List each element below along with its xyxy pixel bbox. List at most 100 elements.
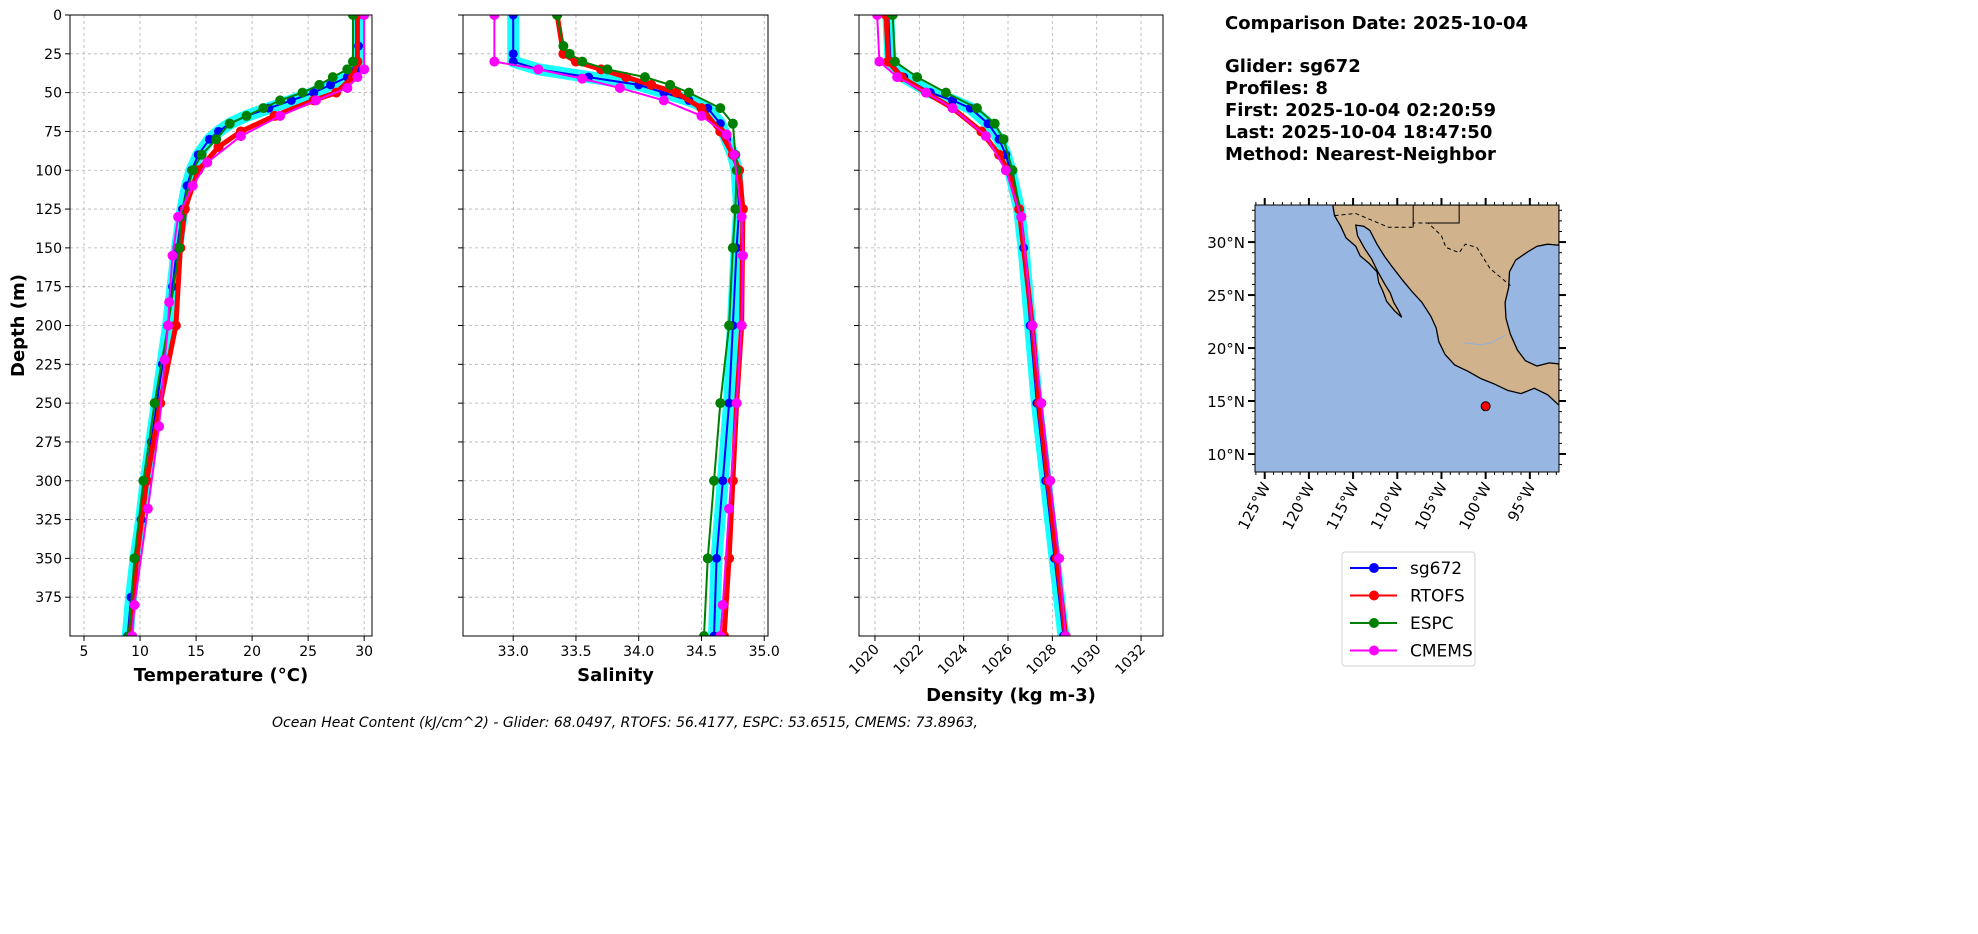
lon-tick-label: 100°W [1455,479,1495,533]
espc-point [940,87,951,98]
x-tick-label: 25 [299,644,317,660]
cmems-point [352,72,363,83]
x-tick-label: 33.0 [498,644,529,660]
cmems-point [359,64,370,75]
x-tick-label: 10 [131,644,149,660]
cmems-point [489,15,500,20]
y-tick-label: 250 [35,396,62,412]
x-tick-label: 15 [187,644,205,660]
cmems-point [310,95,321,106]
legend-marker [1369,618,1379,628]
legend-box [1341,551,1476,667]
x-axis-label: Temperature (°C) [134,665,308,686]
last-time: Last: 2025-10-04 18:47:50 [1225,122,1492,143]
location-map: 10°N 15°N 20°N 25°N 30°N 125°W 120°W 115°W 110°W… [1207,198,1566,533]
espc-point [887,15,898,20]
x-tick-label: 1022 [891,642,928,679]
cmems-point [717,599,728,610]
espc-point [211,134,222,145]
y-tick-label: 175 [35,280,62,296]
state-border [1428,205,1460,224]
espc-point [709,475,720,486]
legend-entry-rtofs: RTOFS [1350,587,1465,607]
y-axis-label: Depth (m) [8,274,29,377]
map-frame [1254,204,1560,473]
cmems-point [202,157,213,168]
espc-point [138,475,149,486]
cmems-point [1027,320,1038,331]
cmems-point [164,297,175,308]
y-tick-label: 375 [35,590,62,606]
lon-tick-label: 105°W [1411,479,1451,533]
x-tick-label: 20 [243,644,261,660]
espc-point [730,204,741,215]
y-tick-label: 275 [35,435,62,451]
legend-label: sg672 [1410,559,1462,579]
ohc-caption: Ocean Heat Content (kJ/cm^2) - Glider: 6… [272,715,978,731]
legend-marker [1369,563,1379,573]
cmems-point [489,56,500,67]
cmems-point [947,103,958,114]
comparison-date: Comparison Date: 2025-10-04 [1225,13,1528,34]
cmems-point [167,250,178,261]
axes-frame [462,14,769,637]
y-tick-label: 0 [53,8,62,24]
espc-point [577,56,588,67]
cmems-point [577,73,588,84]
espc-point [174,242,185,253]
cmems-point [658,95,669,106]
cmems-point [980,131,991,142]
lat-tick-label: 15°N [1207,393,1245,411]
x-axis-label: Salinity [577,665,654,686]
sg672-point [718,476,728,486]
espc-point [342,64,353,75]
lon-tick-label: 95°W [1504,479,1539,524]
sg672-point [205,134,215,144]
x-tick-label: 1026 [979,641,1016,678]
x-tick-label: 1024 [935,641,972,678]
cmems-point [1000,165,1011,176]
espc-point [564,48,575,59]
rtofs-point [727,475,738,486]
y-tick-label: 150 [35,241,62,257]
espc-point [297,87,308,98]
cmems-point [1060,631,1071,636]
espc-point [347,15,358,20]
espc-point [129,553,140,564]
espc-point [275,95,286,106]
x-tick-label: 1032 [1112,642,1149,679]
temperature-panel: 5 10 15 20 25 30 Temperature (°C) 0 25 50 75 100 125… [8,8,373,686]
lon-tick-label: 120°W [1279,479,1319,533]
legend-label: ESPC [1410,614,1454,634]
espc-point [683,87,694,98]
espc-point [724,320,735,331]
espc-point [149,398,160,409]
cmems-point [127,631,138,636]
cmems-point [1054,553,1065,564]
cmems-point [715,631,726,636]
x-tick-label: 1020 [846,642,883,679]
country-border [1334,212,1511,286]
cmems-point [359,15,370,20]
espc-point [971,103,982,114]
cmems-point [729,149,740,160]
x-tick-label: 5 [80,644,89,660]
rtofs-point [646,79,657,90]
legend-label: CMEMS [1410,642,1473,662]
cmems-point [731,398,742,409]
x-tick-label: 33.5 [560,644,591,660]
y-tick-label: 325 [35,513,62,529]
espc-point [558,41,569,52]
espc-point [241,110,252,121]
x-tick-label: 1028 [1024,642,1061,679]
method: Method: Nearest-Neighbor [1225,144,1496,165]
y-tick-label: 25 [44,47,62,63]
lon-tick-label: 125°W [1234,479,1274,533]
cmems-point [154,421,165,432]
lon-tick-label: 110°W [1367,479,1407,533]
cmems-point [1016,211,1027,222]
cmems-point [533,64,544,75]
y-tick-label: 75 [44,124,62,140]
cmems-point [724,503,735,514]
